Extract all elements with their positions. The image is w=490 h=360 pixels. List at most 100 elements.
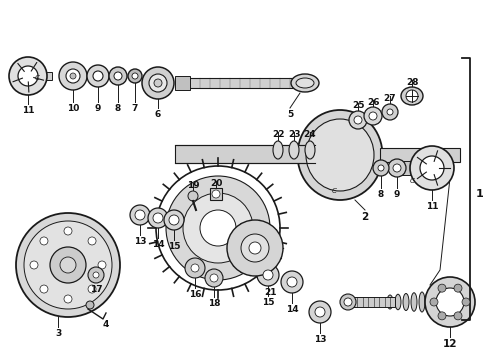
Text: 8: 8 [378,190,384,199]
Circle shape [354,116,362,124]
Circle shape [60,257,76,273]
Circle shape [387,109,393,115]
Circle shape [340,294,356,310]
Circle shape [142,67,174,99]
Ellipse shape [401,87,423,105]
Ellipse shape [305,141,315,159]
Circle shape [30,261,38,269]
Ellipse shape [435,291,441,314]
Circle shape [462,298,470,306]
Text: C: C [332,188,337,194]
Text: 1: 1 [476,189,484,199]
Circle shape [425,277,475,327]
Circle shape [349,111,367,129]
Circle shape [438,312,446,320]
Circle shape [70,73,76,79]
Ellipse shape [395,294,401,310]
Circle shape [40,285,48,293]
Text: 28: 28 [406,78,418,87]
Text: 15: 15 [262,298,274,307]
Bar [395,161,417,175]
Circle shape [93,71,103,81]
Text: 13: 13 [134,237,146,246]
Circle shape [227,220,283,276]
Text: 9: 9 [95,104,101,113]
Circle shape [87,65,109,87]
Text: 26: 26 [367,98,379,107]
Text: C: C [35,75,40,81]
Text: 23: 23 [288,130,300,139]
Text: 21: 21 [264,288,276,297]
Ellipse shape [296,78,314,88]
Text: 27: 27 [384,94,396,103]
Circle shape [287,277,297,287]
Text: 9: 9 [394,190,400,199]
Circle shape [388,159,406,177]
Bar [350,297,395,307]
Circle shape [309,301,331,323]
Circle shape [185,258,205,278]
Text: 11: 11 [426,202,438,211]
Circle shape [263,270,273,280]
Bar [210,188,222,200]
Circle shape [315,307,325,317]
Circle shape [24,221,112,309]
Ellipse shape [403,293,409,310]
Circle shape [164,210,184,230]
Ellipse shape [297,110,383,200]
Circle shape [18,66,38,86]
Circle shape [88,285,96,293]
Circle shape [241,234,269,262]
Circle shape [454,312,462,320]
Circle shape [406,90,418,102]
Circle shape [364,107,382,125]
Text: 3: 3 [55,329,61,338]
Bar [175,145,315,163]
Circle shape [66,69,80,83]
Circle shape [436,288,464,316]
Ellipse shape [411,293,417,311]
Text: 7: 7 [132,104,138,113]
Ellipse shape [419,292,425,312]
Text: 5: 5 [287,110,293,119]
Circle shape [205,269,223,287]
Circle shape [183,193,253,263]
Text: 24: 24 [304,130,317,139]
Circle shape [149,74,167,92]
Circle shape [410,146,454,190]
Circle shape [88,267,104,283]
Circle shape [9,57,47,95]
Circle shape [132,73,138,79]
Circle shape [153,213,163,223]
Text: 16: 16 [189,290,201,299]
Text: 6: 6 [155,110,161,119]
Ellipse shape [387,295,393,309]
Text: 8: 8 [115,104,121,113]
Circle shape [64,295,72,303]
Text: 20: 20 [210,179,222,188]
Text: 22: 22 [272,130,284,139]
Circle shape [438,284,446,292]
Circle shape [344,298,352,306]
Text: C: C [410,178,415,184]
Circle shape [249,242,261,254]
Circle shape [50,247,86,283]
Circle shape [109,67,127,85]
Ellipse shape [291,74,319,92]
Circle shape [154,79,162,87]
Circle shape [257,264,279,286]
Circle shape [86,301,94,309]
Bar [42,72,52,80]
Circle shape [40,237,48,245]
Text: 19: 19 [187,181,199,190]
Text: 13: 13 [314,335,326,344]
Text: 14: 14 [286,305,298,314]
Ellipse shape [427,291,433,313]
Circle shape [166,176,270,280]
Circle shape [378,165,384,171]
Circle shape [93,272,99,278]
Circle shape [382,104,398,120]
Circle shape [212,190,220,198]
Bar [175,78,295,88]
Circle shape [130,205,150,225]
